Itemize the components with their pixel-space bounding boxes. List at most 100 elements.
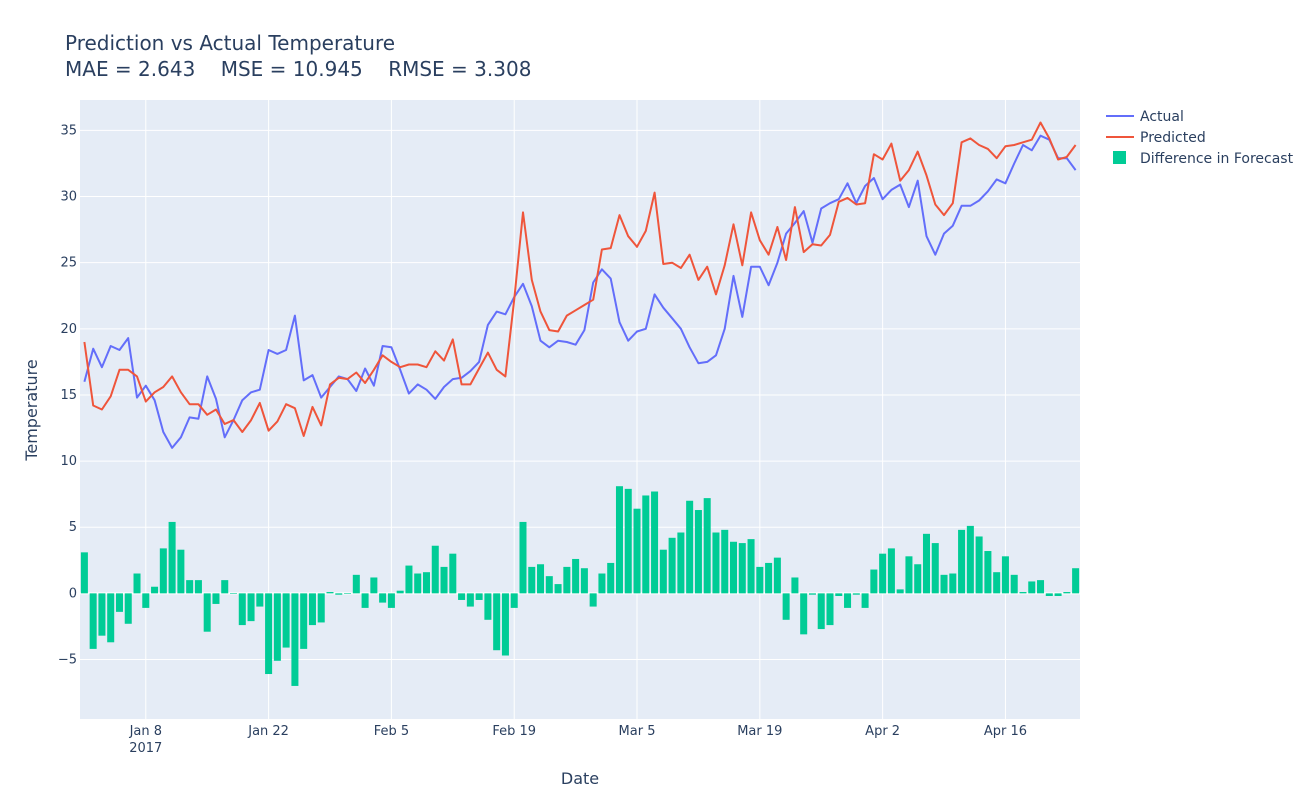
difference-bar[interactable] <box>160 548 167 593</box>
difference-bar[interactable] <box>590 593 597 606</box>
difference-bar[interactable] <box>239 593 246 625</box>
difference-bar[interactable] <box>555 584 562 593</box>
difference-bar[interactable] <box>405 566 412 594</box>
difference-bar[interactable] <box>212 593 219 604</box>
difference-bar[interactable] <box>300 593 307 649</box>
difference-bar[interactable] <box>388 593 395 608</box>
difference-bar[interactable] <box>932 543 939 593</box>
difference-bar[interactable] <box>151 587 158 594</box>
difference-bar[interactable] <box>870 570 877 594</box>
difference-bar[interactable] <box>195 580 202 593</box>
difference-bar[interactable] <box>783 593 790 619</box>
difference-bar[interactable] <box>204 593 211 631</box>
difference-bar[interactable] <box>221 580 228 593</box>
plot-area[interactable] <box>80 100 1080 719</box>
difference-bar[interactable] <box>756 567 763 593</box>
difference-bar[interactable] <box>537 564 544 593</box>
difference-bar[interactable] <box>493 593 500 650</box>
difference-bar[interactable] <box>572 559 579 593</box>
difference-bar[interactable] <box>248 593 255 621</box>
difference-bar[interactable] <box>432 546 439 594</box>
difference-bar[interactable] <box>344 593 351 594</box>
difference-bar[interactable] <box>774 558 781 594</box>
difference-bar[interactable] <box>598 574 605 594</box>
difference-bar[interactable] <box>923 534 930 594</box>
difference-bar[interactable] <box>704 498 711 593</box>
difference-bar[interactable] <box>177 550 184 594</box>
difference-bar[interactable] <box>458 593 465 600</box>
difference-bar[interactable] <box>862 593 869 608</box>
difference-bar[interactable] <box>695 510 702 593</box>
difference-bar[interactable] <box>765 563 772 593</box>
difference-bar[interactable] <box>1072 568 1079 593</box>
difference-bar[interactable] <box>81 552 88 593</box>
difference-bar[interactable] <box>879 554 886 594</box>
difference-bar[interactable] <box>309 593 316 625</box>
difference-bar[interactable] <box>1046 593 1053 596</box>
difference-bar[interactable] <box>169 522 176 593</box>
difference-bar[interactable] <box>291 593 298 686</box>
difference-bar[interactable] <box>1037 580 1044 593</box>
difference-bar[interactable] <box>476 593 483 600</box>
difference-bar[interactable] <box>370 577 377 593</box>
difference-bar[interactable] <box>1019 592 1026 593</box>
difference-bar[interactable] <box>914 564 921 593</box>
difference-bar[interactable] <box>335 593 342 594</box>
difference-bar[interactable] <box>651 492 658 594</box>
legend-item-difference[interactable]: Difference in Forecast <box>1113 151 1294 167</box>
difference-bar[interactable] <box>519 522 526 593</box>
difference-bar[interactable] <box>326 592 333 593</box>
difference-bar[interactable] <box>712 533 719 594</box>
difference-bar[interactable] <box>967 526 974 593</box>
difference-bar[interactable] <box>265 593 272 674</box>
difference-bar[interactable] <box>423 572 430 593</box>
difference-bar[interactable] <box>800 593 807 634</box>
difference-bar[interactable] <box>484 593 491 619</box>
difference-bar[interactable] <box>791 577 798 593</box>
difference-bar[interactable] <box>362 593 369 608</box>
difference-bar[interactable] <box>748 539 755 593</box>
difference-bar[interactable] <box>467 593 474 606</box>
difference-bar[interactable] <box>809 593 816 594</box>
difference-bar[interactable] <box>616 486 623 593</box>
difference-bar[interactable] <box>274 593 281 660</box>
difference-bar[interactable] <box>625 489 632 593</box>
difference-bar[interactable] <box>379 593 386 602</box>
difference-bar[interactable] <box>563 567 570 593</box>
difference-bar[interactable] <box>581 568 588 593</box>
difference-bar[interactable] <box>835 593 842 596</box>
difference-bar[interactable] <box>739 543 746 593</box>
difference-bar[interactable] <box>905 556 912 593</box>
difference-bar[interactable] <box>134 574 141 594</box>
difference-bar[interactable] <box>607 563 614 593</box>
difference-bar[interactable] <box>642 495 649 593</box>
difference-bar[interactable] <box>721 530 728 593</box>
difference-bar[interactable] <box>853 593 860 594</box>
difference-bar[interactable] <box>107 593 114 642</box>
difference-bar[interactable] <box>730 542 737 594</box>
difference-bar[interactable] <box>353 575 360 594</box>
difference-bar[interactable] <box>677 533 684 594</box>
difference-bar[interactable] <box>256 593 263 606</box>
difference-bar[interactable] <box>1028 581 1035 593</box>
difference-bar[interactable] <box>511 593 518 608</box>
difference-bar[interactable] <box>397 591 404 594</box>
difference-bar[interactable] <box>441 567 448 593</box>
difference-bar[interactable] <box>414 574 421 594</box>
difference-bar[interactable] <box>958 530 965 593</box>
difference-bar[interactable] <box>546 576 553 593</box>
difference-bar[interactable] <box>669 538 676 594</box>
difference-bar[interactable] <box>897 589 904 593</box>
difference-bar[interactable] <box>1011 575 1018 594</box>
difference-bar[interactable] <box>976 536 983 593</box>
difference-bar[interactable] <box>1055 593 1062 596</box>
difference-bar[interactable] <box>318 593 325 622</box>
difference-bar[interactable] <box>984 551 991 593</box>
difference-bar[interactable] <box>1063 592 1070 593</box>
difference-bar[interactable] <box>98 593 105 635</box>
difference-bar[interactable] <box>660 550 667 594</box>
difference-bar[interactable] <box>283 593 290 647</box>
difference-bar[interactable] <box>230 593 237 594</box>
difference-bar[interactable] <box>634 509 641 594</box>
difference-bar[interactable] <box>888 548 895 593</box>
